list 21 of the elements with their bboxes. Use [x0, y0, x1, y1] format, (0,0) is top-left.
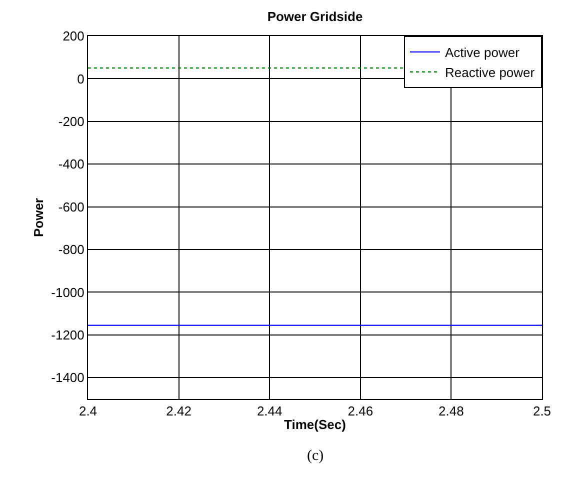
legend-label: Reactive power [445, 64, 536, 80]
y-axis-title: Power [31, 198, 46, 238]
text: (c) [307, 448, 324, 464]
y-tick-label: -200 [58, 114, 84, 129]
x-tick-label: 2.4 [78, 404, 98, 419]
x-tick-label: 2.48 [438, 404, 464, 419]
y-tick-label: -600 [58, 199, 84, 214]
x-tick-label: 2.46 [348, 404, 374, 419]
y-tick-label: -800 [58, 242, 84, 258]
x-tick-label: 2.44 [256, 404, 282, 419]
y-tick-label: 200 [62, 28, 84, 44]
y-tick-label: -1400 [51, 370, 84, 386]
legend-label: Active power [445, 45, 520, 60]
x-tick-label: 2.5 [532, 404, 552, 419]
x-tick-label: 2.42 [166, 404, 192, 419]
y-tick-label: -1200 [51, 327, 84, 342]
chart-title: Power Gridside [267, 9, 363, 24]
y-tick-label: -1000 [51, 284, 84, 300]
x-axis-title: Time(Sec) [284, 417, 346, 432]
y-tick-label: -400 [58, 156, 84, 172]
y-tick-label: 0 [77, 71, 84, 86]
